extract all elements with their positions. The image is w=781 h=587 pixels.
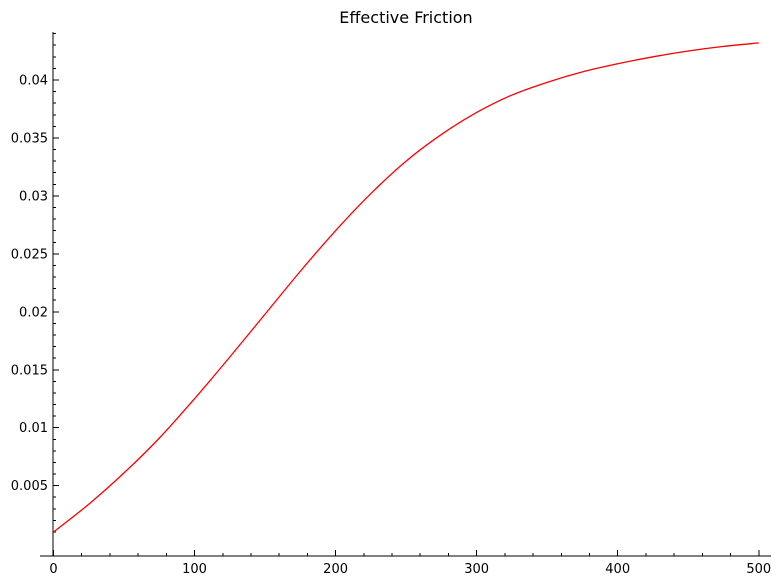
x-tick-label: 100 (182, 562, 207, 577)
y-tick-label: 0.005 (11, 479, 48, 494)
x-tick-label: 300 (464, 562, 489, 577)
axis-ticks: 0 100 200 300 400 500 0.005 0.01 0.015 0.02 0.025 0… (11, 33, 771, 577)
x-tick-label: 200 (323, 562, 348, 577)
y-tick-label: 0.04 (19, 74, 48, 89)
series-group (53, 42, 759, 533)
x-tick-label: 0 (49, 562, 57, 577)
y-tick-label: 0.015 (11, 363, 48, 378)
x-tick-label: 500 (746, 562, 771, 577)
series-line (53, 42, 759, 533)
y-tick-label: 0.02 (19, 305, 48, 320)
chart-title: Effective Friction (339, 8, 472, 27)
x-tick-label: 400 (605, 562, 630, 577)
y-tick-label: 0.025 (11, 247, 48, 262)
y-tick-label: 0.01 (19, 421, 48, 436)
y-tick-label: 0.035 (11, 131, 48, 146)
y-tick-label: 0.03 (19, 189, 48, 204)
